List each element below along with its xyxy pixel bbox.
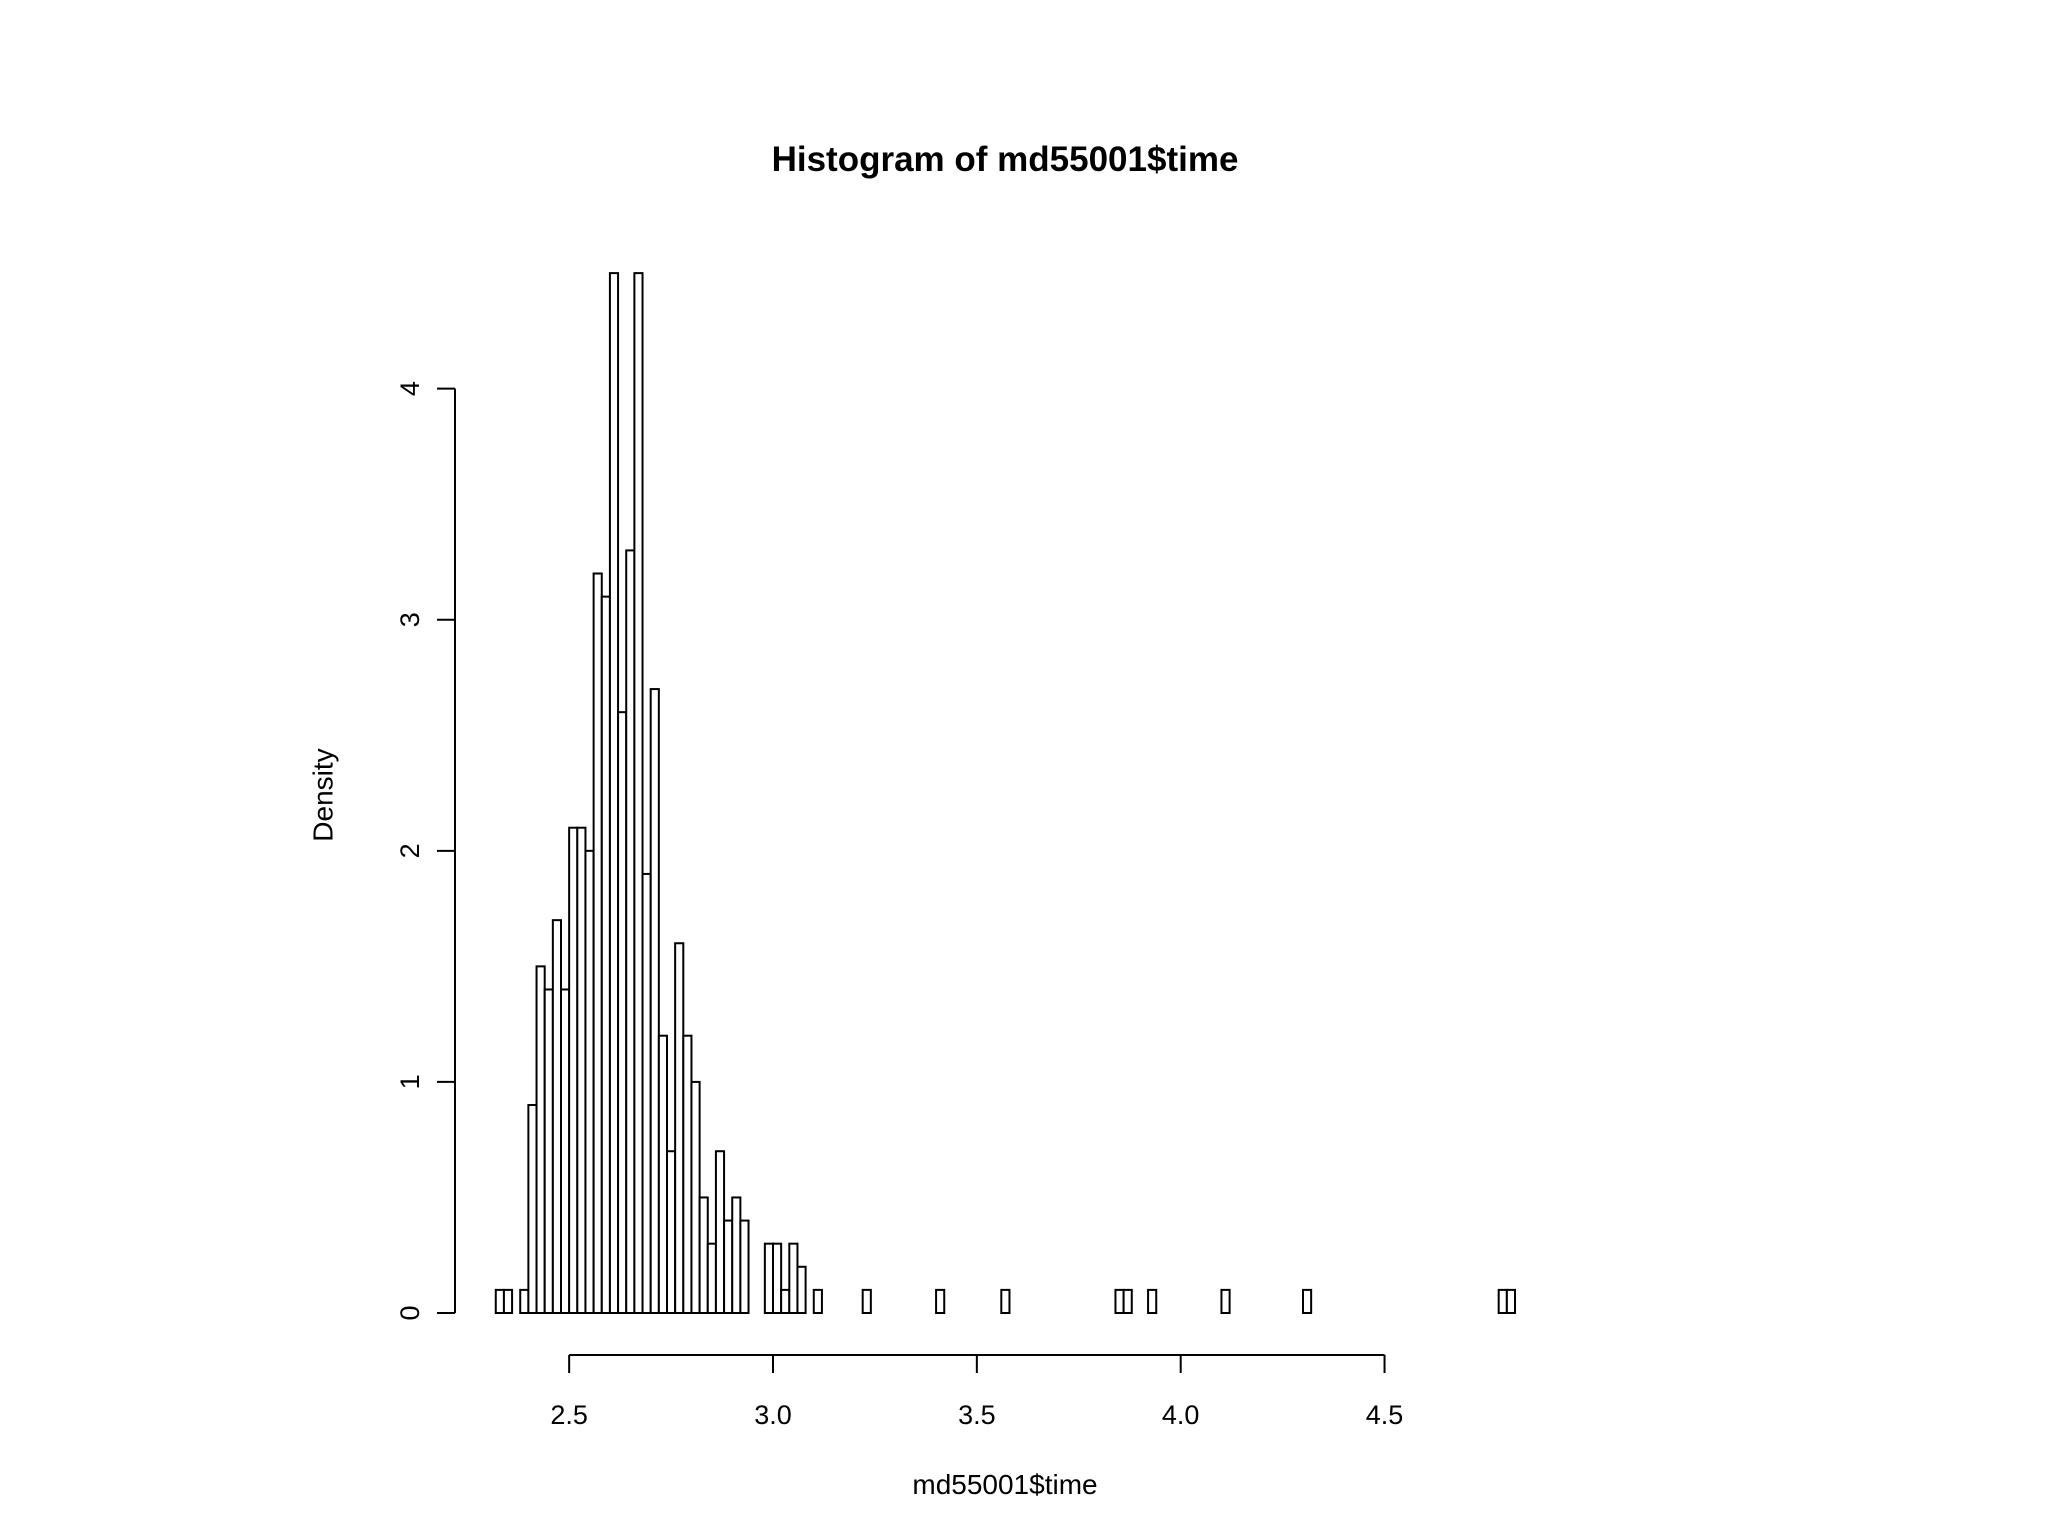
histogram-bar <box>714 1150 726 1314</box>
y-tick-label: 0 <box>395 1305 425 1320</box>
histogram-bar <box>576 826 587 1314</box>
histogram-bar <box>560 988 571 1314</box>
histogram-bar <box>682 1034 693 1314</box>
histogram-bar <box>1497 1288 1508 1315</box>
histogram-bar <box>935 1288 946 1315</box>
histogram-bar <box>763 1242 774 1315</box>
x-axis: 2.5 3.0 3.5 4.0 4.5 <box>550 1354 1404 1430</box>
histogram-bar <box>1114 1288 1125 1315</box>
y-axis: 0 1 2 3 4 <box>395 381 456 1321</box>
x-axis-label: md55001$time <box>912 1469 1097 1500</box>
chart-title: Histogram of md55001$time <box>772 140 1239 179</box>
histogram-bar <box>617 711 628 1314</box>
histogram-bar <box>731 1196 742 1314</box>
histogram-bar <box>698 1196 709 1314</box>
histogram-bar <box>812 1288 823 1315</box>
histogram-bar <box>592 572 603 1314</box>
histogram-bar <box>535 965 546 1314</box>
histogram-bar <box>1122 1288 1133 1315</box>
histogram-bar <box>690 1080 701 1315</box>
x-tick-label: 4.0 <box>1162 1400 1200 1430</box>
histogram-bar <box>666 1150 677 1314</box>
histogram-bar <box>649 688 660 1314</box>
histogram-bar <box>1505 1288 1516 1315</box>
x-tick-label: 4.5 <box>1366 1400 1404 1430</box>
histogram-bars <box>494 272 1516 1315</box>
histogram-bar <box>600 595 611 1314</box>
histogram-bar <box>674 942 685 1314</box>
x-tick-label: 3.5 <box>958 1400 996 1430</box>
histogram-bar <box>1220 1288 1231 1315</box>
histogram-bar <box>861 1288 872 1315</box>
histogram-bar <box>788 1242 799 1315</box>
histogram-bar <box>502 1288 514 1315</box>
histogram-bar <box>633 272 644 1314</box>
histogram-bar <box>519 1288 530 1315</box>
histogram-bar <box>796 1265 807 1315</box>
y-tick-label: 2 <box>395 843 425 858</box>
y-axis-label: Density <box>308 748 339 841</box>
y-tick-label: 3 <box>395 612 425 627</box>
histogram-bar <box>1302 1288 1313 1315</box>
histogram-bar <box>584 849 595 1315</box>
histogram-bar <box>772 1242 783 1315</box>
histogram-bar <box>739 1219 750 1314</box>
histogram-bar <box>1000 1288 1011 1315</box>
histogram-bar <box>568 826 579 1314</box>
histogram-bar <box>1147 1288 1158 1315</box>
histogram-bar <box>625 549 636 1314</box>
histogram-bar <box>551 919 562 1315</box>
histogram-bar <box>608 272 620 1314</box>
x-tick-label: 3.0 <box>754 1400 792 1430</box>
histogram-bar <box>543 988 554 1314</box>
y-tick-label: 1 <box>395 1074 425 1089</box>
x-tick-label: 2.5 <box>550 1400 588 1430</box>
histogram-bar <box>641 872 652 1314</box>
histogram-bar <box>780 1288 791 1315</box>
histogram-bar <box>494 1288 505 1315</box>
histogram-bar <box>706 1242 717 1315</box>
histogram-bar <box>657 1034 668 1314</box>
histogram-bar <box>723 1219 734 1314</box>
histogram-bar <box>527 1104 538 1315</box>
y-tick-label: 4 <box>395 381 425 396</box>
